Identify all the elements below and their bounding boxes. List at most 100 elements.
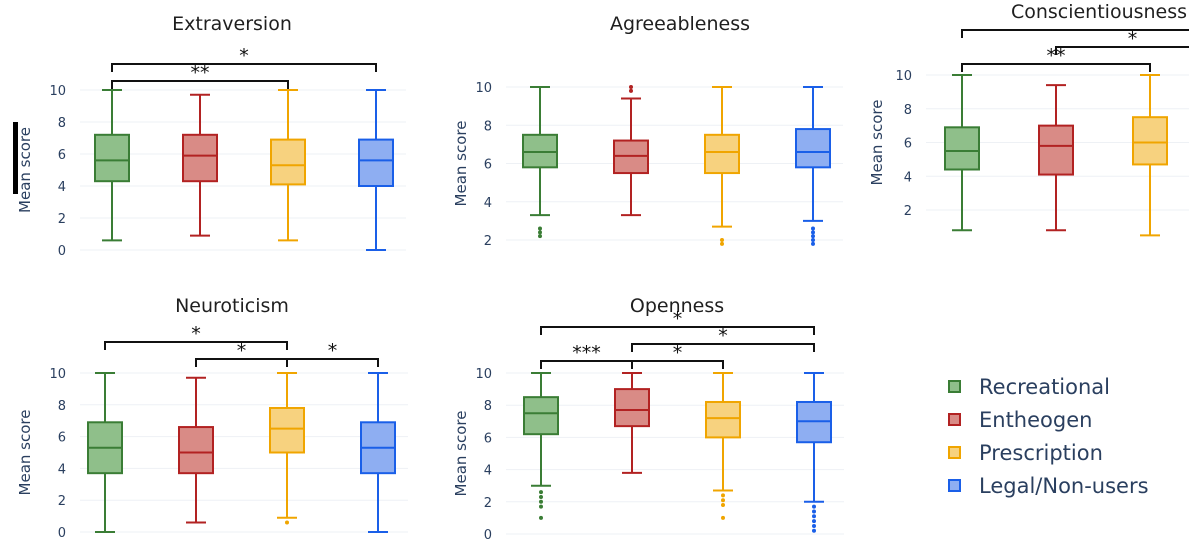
significance-bracket xyxy=(104,341,288,350)
box-legal-non-users xyxy=(796,372,832,533)
legend-swatch-legal-non-users xyxy=(948,479,961,492)
box-iqr xyxy=(704,133,740,175)
legend-swatch-prescription xyxy=(948,446,961,459)
outlier-point xyxy=(811,241,815,246)
outlier-point xyxy=(720,238,724,242)
y-tick-label: 2 xyxy=(904,204,912,219)
legend-label: Entheogen xyxy=(979,407,1093,432)
significance-bracket xyxy=(631,360,724,369)
box-iqr xyxy=(182,133,218,183)
y-tick-label: 8 xyxy=(58,116,66,131)
y-tick-label: 4 xyxy=(484,196,492,211)
box-legal-non-users xyxy=(358,89,394,251)
box-iqr xyxy=(94,133,130,183)
y-tick-label: 8 xyxy=(484,399,492,414)
significance-bracket xyxy=(286,358,379,367)
y-tick-label: 0 xyxy=(58,526,66,541)
box-prescription xyxy=(270,89,306,242)
legend-item-recreational[interactable]: Recreational xyxy=(948,370,1149,403)
panel-title: Openness xyxy=(630,295,724,317)
panel-title: Neuroticism xyxy=(175,295,289,317)
box-entheogen xyxy=(182,93,218,237)
box-iqr xyxy=(1038,124,1074,176)
significance-bracket xyxy=(111,80,289,89)
panel-title: Conscientiousness xyxy=(1011,1,1187,23)
y-tick-label: 6 xyxy=(58,431,66,446)
box-iqr xyxy=(1132,116,1168,166)
significance-bracket xyxy=(1055,46,1189,55)
significance-bracket xyxy=(111,63,377,72)
outlier-point xyxy=(721,498,725,503)
y-tick-label: 4 xyxy=(904,170,912,185)
significance-label: * xyxy=(239,45,249,67)
y-tick-label: 0 xyxy=(484,528,492,543)
legend-label: Recreational xyxy=(979,374,1111,399)
y-axis-label: Mean score xyxy=(452,121,470,207)
box-recreational xyxy=(94,89,130,242)
significance-bracket xyxy=(631,343,815,352)
outlier-point xyxy=(285,520,289,525)
significance-label: * xyxy=(673,342,683,364)
box-iqr xyxy=(270,138,306,186)
significance-label: *** xyxy=(572,342,601,364)
box-legal-non-users xyxy=(360,372,396,533)
box-recreational xyxy=(944,74,980,232)
box-iqr xyxy=(795,128,831,169)
box-recreational xyxy=(87,372,123,533)
legend-label: Legal/Non-users xyxy=(979,473,1149,498)
outlier-point xyxy=(539,499,543,504)
y-tick-label: 2 xyxy=(58,212,66,227)
y-tick-label: 10 xyxy=(475,81,492,96)
panel-title: Extraversion xyxy=(172,13,292,35)
outlier-point xyxy=(538,230,542,235)
box-entheogen xyxy=(178,376,214,524)
box-iqr xyxy=(523,396,559,436)
box-prescription xyxy=(269,372,305,525)
outlier-point xyxy=(721,503,725,508)
y-axis-label: Mean score xyxy=(868,100,886,186)
box-entheogen xyxy=(1038,84,1074,232)
y-tick-label: 6 xyxy=(484,158,492,173)
box-recreational xyxy=(523,372,559,520)
box-iqr xyxy=(178,426,214,475)
outlier-point xyxy=(812,523,816,528)
y-tick-label: 2 xyxy=(484,496,492,511)
box-prescription xyxy=(1132,74,1168,237)
legend-item-entheogen[interactable]: Entheogen xyxy=(948,403,1149,436)
y-axis-label: Mean score xyxy=(16,410,34,496)
outlier-point xyxy=(720,241,724,246)
box-recreational xyxy=(522,86,558,239)
outlier-point xyxy=(629,88,633,93)
significance-bracket xyxy=(540,326,815,335)
box-iqr xyxy=(269,406,305,454)
panel-title: Agreeableness xyxy=(610,13,750,35)
outlier-point xyxy=(812,504,816,509)
significance-label: ** xyxy=(191,62,210,84)
box-iqr xyxy=(944,126,980,171)
axis-marker-bar xyxy=(13,122,18,194)
outlier-point xyxy=(811,234,815,239)
outlier-point xyxy=(539,494,543,499)
box-iqr xyxy=(614,388,650,428)
y-tick-label: 4 xyxy=(58,462,66,477)
significance-label: * xyxy=(673,308,683,330)
y-tick-label: 10 xyxy=(49,367,66,382)
legend-item-legal-non-users[interactable]: Legal/Non-users xyxy=(948,469,1149,502)
y-tick-label: 8 xyxy=(484,119,492,134)
box-prescription xyxy=(704,86,740,246)
legend-item-prescription[interactable]: Prescription xyxy=(948,436,1149,469)
outlier-point xyxy=(812,519,816,524)
y-tick-label: 2 xyxy=(58,494,66,509)
chart-panel-neuroticism: 0 2 4 6 8 10 Mean score Neuroticism * * * xyxy=(16,295,408,541)
significance-label: * xyxy=(191,323,201,345)
chart-panel-agreeableness: 2 4 6 8 10 Mean score Agreeableness xyxy=(452,13,843,249)
legend-label: Prescription xyxy=(979,440,1103,465)
y-tick-label: 4 xyxy=(58,180,66,195)
y-tick-label: 6 xyxy=(58,148,66,163)
y-tick-label: 8 xyxy=(904,103,912,118)
legend-swatch-entheogen xyxy=(948,413,961,426)
